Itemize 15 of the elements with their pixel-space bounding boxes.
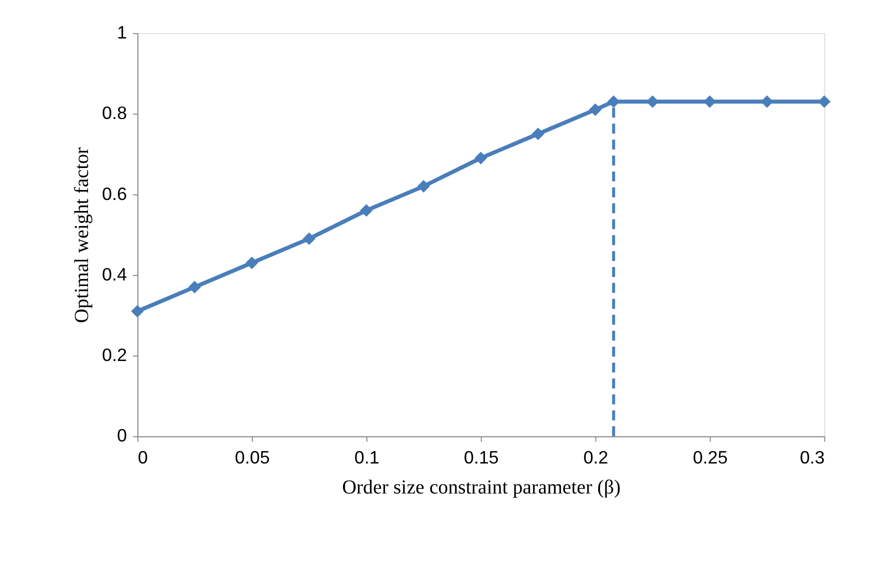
x-tick-label: 0.05	[234, 448, 270, 468]
y-axis-title: Optimal weight factor	[71, 146, 94, 323]
x-tick-label: 0.3	[800, 448, 825, 468]
x-tick-label: 0.2	[583, 448, 608, 468]
x-tick-label: 0.1	[354, 448, 380, 468]
x-tick-label: 0	[138, 448, 148, 468]
y-tick-label: 0.2	[102, 345, 127, 366]
x-tick-label: 0.15	[464, 448, 499, 468]
x-tick-label: 0.25	[692, 448, 728, 468]
y-tick-label: 0	[116, 426, 127, 446]
y-tick-label: 0.8	[102, 103, 127, 124]
y-tick-label: 1	[116, 22, 127, 43]
y-tick-label: 0.4	[102, 264, 127, 284]
x-axis-title: Order size constraint parameter (β)	[342, 476, 621, 498]
y-tick-label: 0.6	[102, 184, 127, 204]
